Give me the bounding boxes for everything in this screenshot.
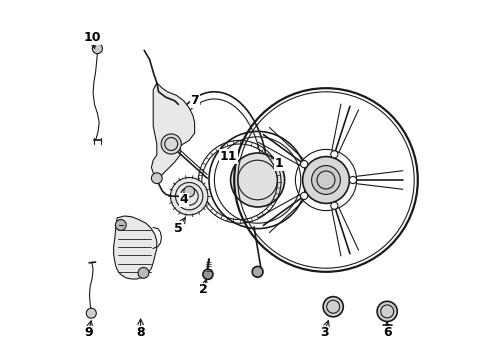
- Polygon shape: [151, 83, 195, 176]
- Circle shape: [377, 301, 397, 321]
- Text: 2: 2: [199, 283, 208, 296]
- Circle shape: [161, 134, 181, 154]
- Circle shape: [171, 177, 208, 215]
- Polygon shape: [114, 216, 157, 279]
- Circle shape: [203, 269, 213, 279]
- Text: 9: 9: [84, 327, 93, 339]
- Circle shape: [138, 267, 149, 278]
- Circle shape: [184, 186, 195, 197]
- Text: 1: 1: [275, 157, 284, 170]
- Circle shape: [92, 44, 102, 54]
- Text: 8: 8: [136, 327, 145, 339]
- Circle shape: [323, 297, 343, 317]
- Text: 6: 6: [383, 327, 392, 339]
- Text: 3: 3: [320, 327, 328, 339]
- Circle shape: [86, 308, 97, 318]
- Circle shape: [231, 153, 285, 207]
- Circle shape: [331, 202, 338, 209]
- Circle shape: [151, 173, 162, 184]
- Text: 4: 4: [179, 193, 188, 206]
- Circle shape: [252, 266, 263, 277]
- Circle shape: [331, 151, 338, 158]
- Circle shape: [300, 161, 308, 168]
- Text: 11: 11: [220, 150, 238, 163]
- Text: 5: 5: [174, 222, 183, 235]
- Circle shape: [116, 220, 126, 230]
- Circle shape: [312, 166, 341, 194]
- Circle shape: [300, 192, 308, 199]
- Circle shape: [349, 176, 357, 184]
- Text: 10: 10: [83, 31, 101, 44]
- Circle shape: [303, 157, 349, 203]
- Text: 7: 7: [190, 94, 199, 107]
